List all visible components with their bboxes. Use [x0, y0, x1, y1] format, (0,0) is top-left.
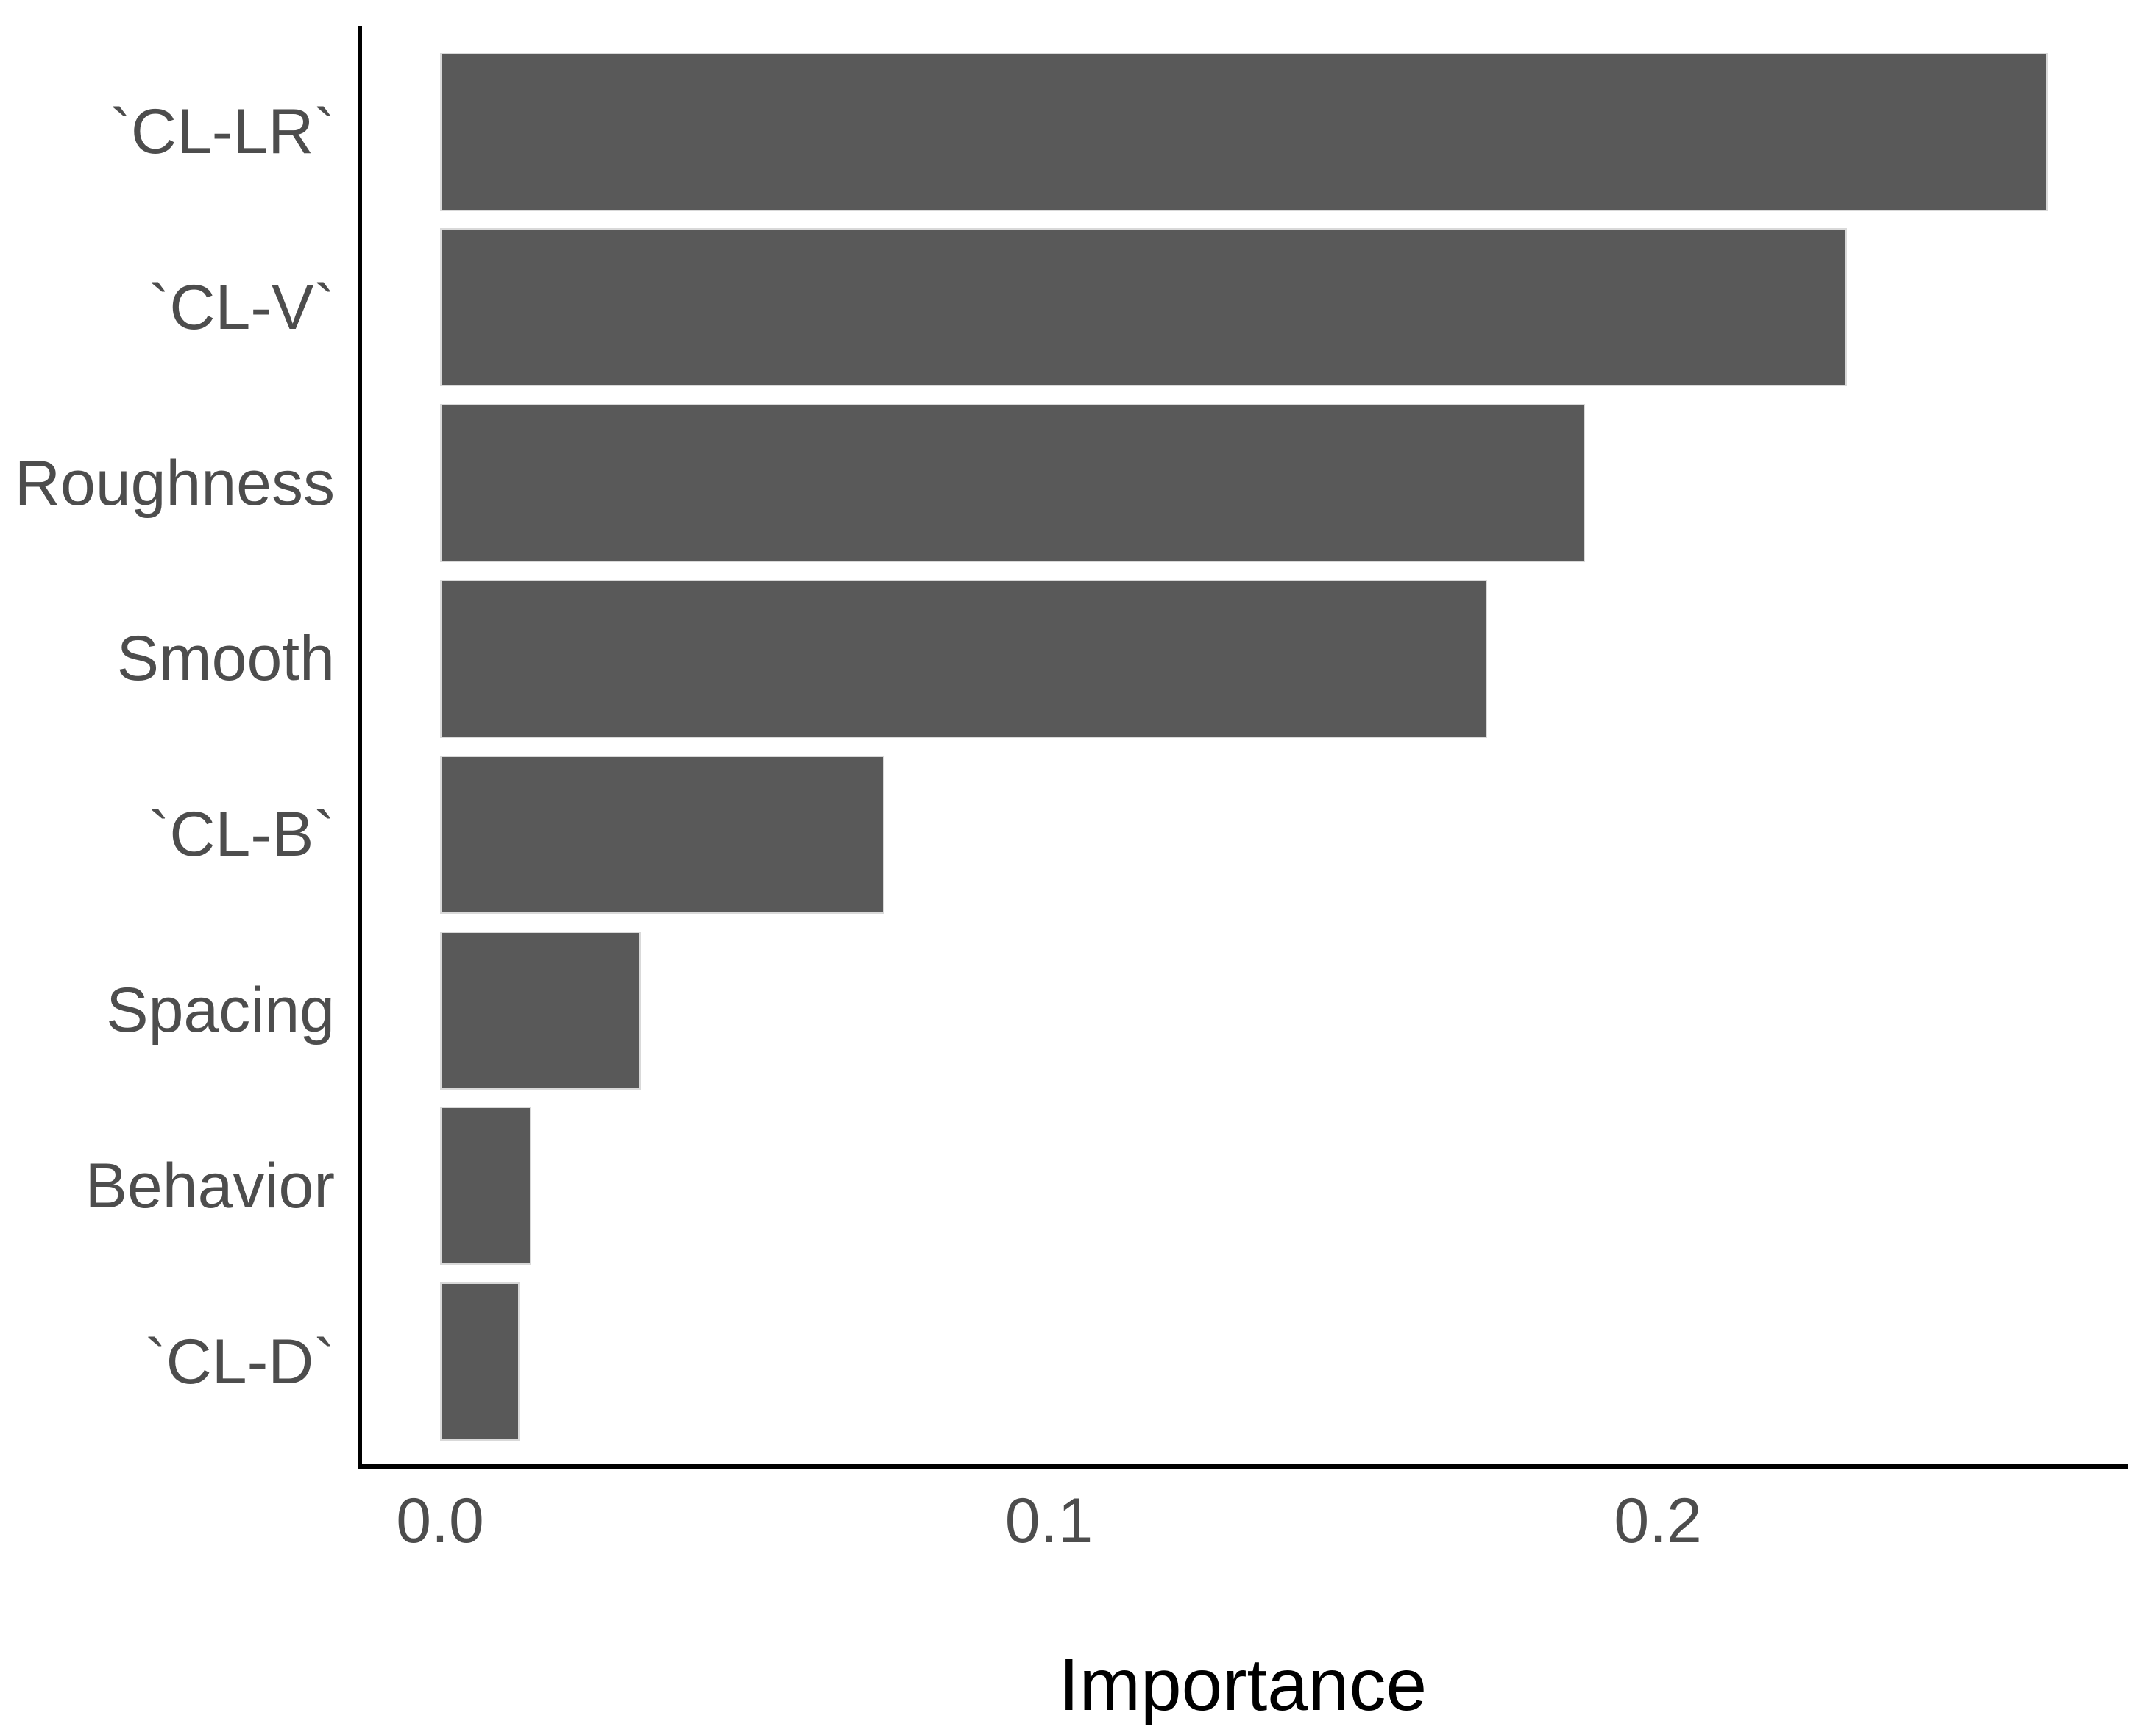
bar: [440, 404, 1585, 563]
x-axis-tick-label: 0.1: [1004, 1486, 1093, 1556]
y-axis-line: [358, 26, 362, 1469]
bar: [440, 931, 641, 1090]
y-axis-label: `CL-LR`: [110, 96, 335, 167]
x-axis-tick-label: 0.0: [396, 1486, 484, 1556]
x-axis-line: [358, 1464, 2128, 1469]
x-axis-tick-label: 0.2: [1614, 1486, 1702, 1556]
bar: [440, 52, 2048, 211]
bar: [440, 579, 1487, 738]
bar: [440, 755, 884, 914]
y-axis-label: Roughness: [14, 447, 335, 519]
y-axis-label: Spacing: [106, 975, 335, 1046]
y-axis-label: `CL-B`: [148, 799, 335, 870]
y-axis-label: Smooth: [116, 623, 335, 695]
y-axis-label: `CL-D`: [145, 1326, 335, 1397]
bar: [440, 1282, 520, 1441]
x-axis-title: Importance: [1058, 1644, 1428, 1726]
bar: [440, 1107, 531, 1266]
y-axis-label: Behavior: [85, 1150, 335, 1221]
y-axis-label: `CL-V`: [148, 272, 335, 343]
bar: [440, 228, 1847, 387]
